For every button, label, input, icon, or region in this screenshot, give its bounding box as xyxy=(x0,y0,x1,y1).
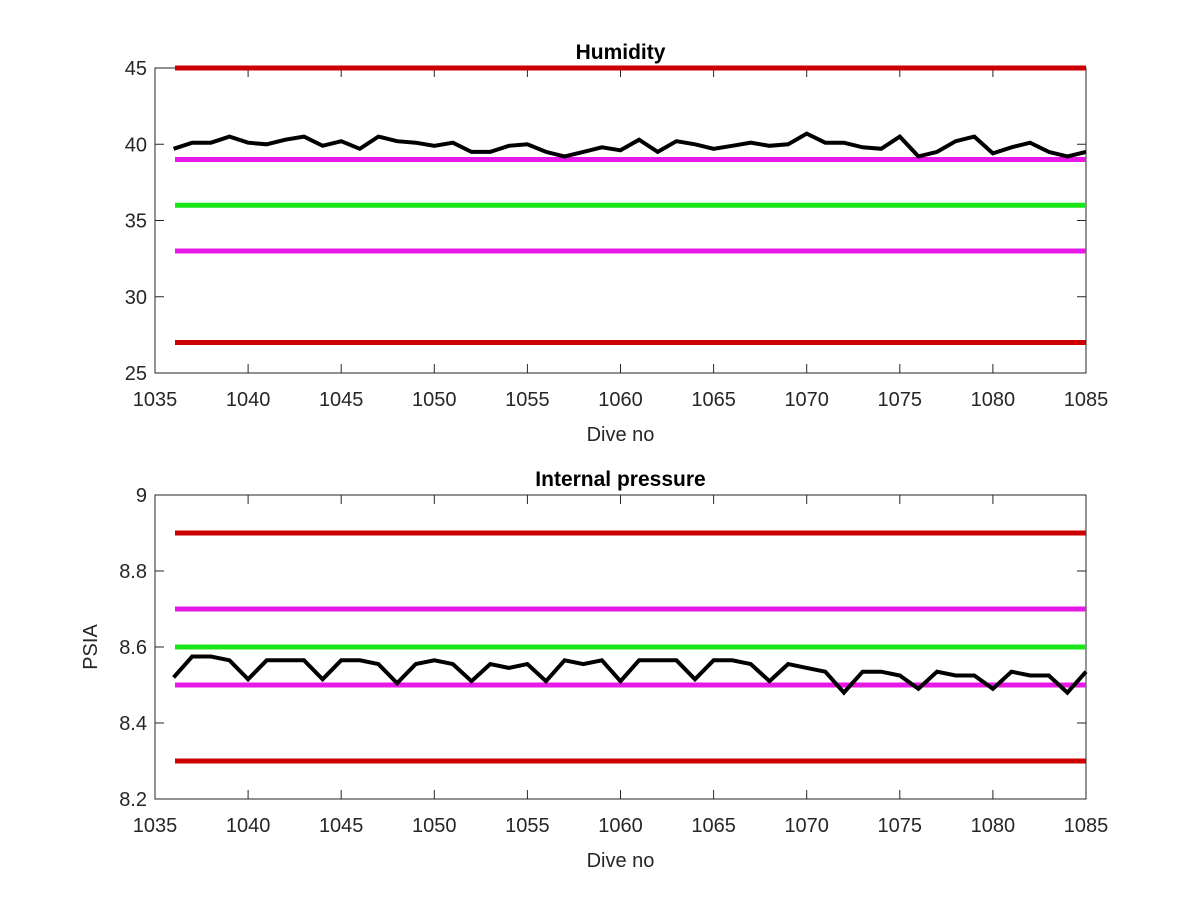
x-tick-label: 1055 xyxy=(505,815,550,837)
x-tick-label: 1065 xyxy=(691,389,736,411)
x-tick-label: 1050 xyxy=(412,389,457,411)
x-tick-label: 1085 xyxy=(1064,389,1109,411)
x-tick-label: 1045 xyxy=(319,389,364,411)
x-tick-label: 1070 xyxy=(784,815,829,837)
y-tick-label: 8.8 xyxy=(119,561,147,583)
x-tick-label: 1085 xyxy=(1064,815,1109,837)
y-tick-label: 30 xyxy=(125,287,147,309)
y-tick-label: 8.4 xyxy=(119,713,147,735)
x-tick-label: 1060 xyxy=(598,815,643,837)
x-axis-label: Dive no xyxy=(587,850,655,872)
x-tick-label: 1080 xyxy=(971,389,1016,411)
y-tick-label: 8.2 xyxy=(119,789,147,811)
internal-pressure-chart: 1035 1040 1045 1050 1055 1060 1065 1070 1075 1080… xyxy=(80,468,1108,872)
x-axis-label: Dive no xyxy=(587,424,655,446)
y-axis-label: PSIA xyxy=(80,624,102,670)
axes-box xyxy=(154,67,1087,374)
chart-title: Humidity xyxy=(576,41,666,64)
data-series-line xyxy=(172,131,1087,159)
x-tick-label: 1065 xyxy=(691,815,736,837)
x-tick-label: 1045 xyxy=(319,815,364,837)
x-tick-label: 1040 xyxy=(226,815,271,837)
x-tick-label: 1075 xyxy=(878,815,923,837)
x-tick-label: 1050 xyxy=(412,815,457,837)
x-tick-label: 1035 xyxy=(133,815,178,837)
y-tick-label: 8.6 xyxy=(119,637,147,659)
chart-title: Internal pressure xyxy=(535,468,705,491)
y-tick-label: 45 xyxy=(125,58,147,80)
x-tick-label: 1080 xyxy=(971,815,1016,837)
y-tick-label: 9 xyxy=(136,485,147,507)
y-tick-label: 25 xyxy=(125,363,147,385)
x-tick-label: 1055 xyxy=(505,389,550,411)
x-tick-label: 1060 xyxy=(598,389,643,411)
x-tick-label: 1070 xyxy=(784,389,829,411)
x-tick-label: 1040 xyxy=(226,389,271,411)
data-series-line xyxy=(172,654,1088,696)
x-tick-label: 1035 xyxy=(133,389,178,411)
x-tick-label: 1075 xyxy=(878,389,923,411)
y-tick-label: 40 xyxy=(125,134,147,156)
y-tick-label: 35 xyxy=(125,211,147,233)
humidity-chart: 1035 1040 1045 1050 1055 1060 1065 1070 1075 1080… xyxy=(125,41,1109,446)
